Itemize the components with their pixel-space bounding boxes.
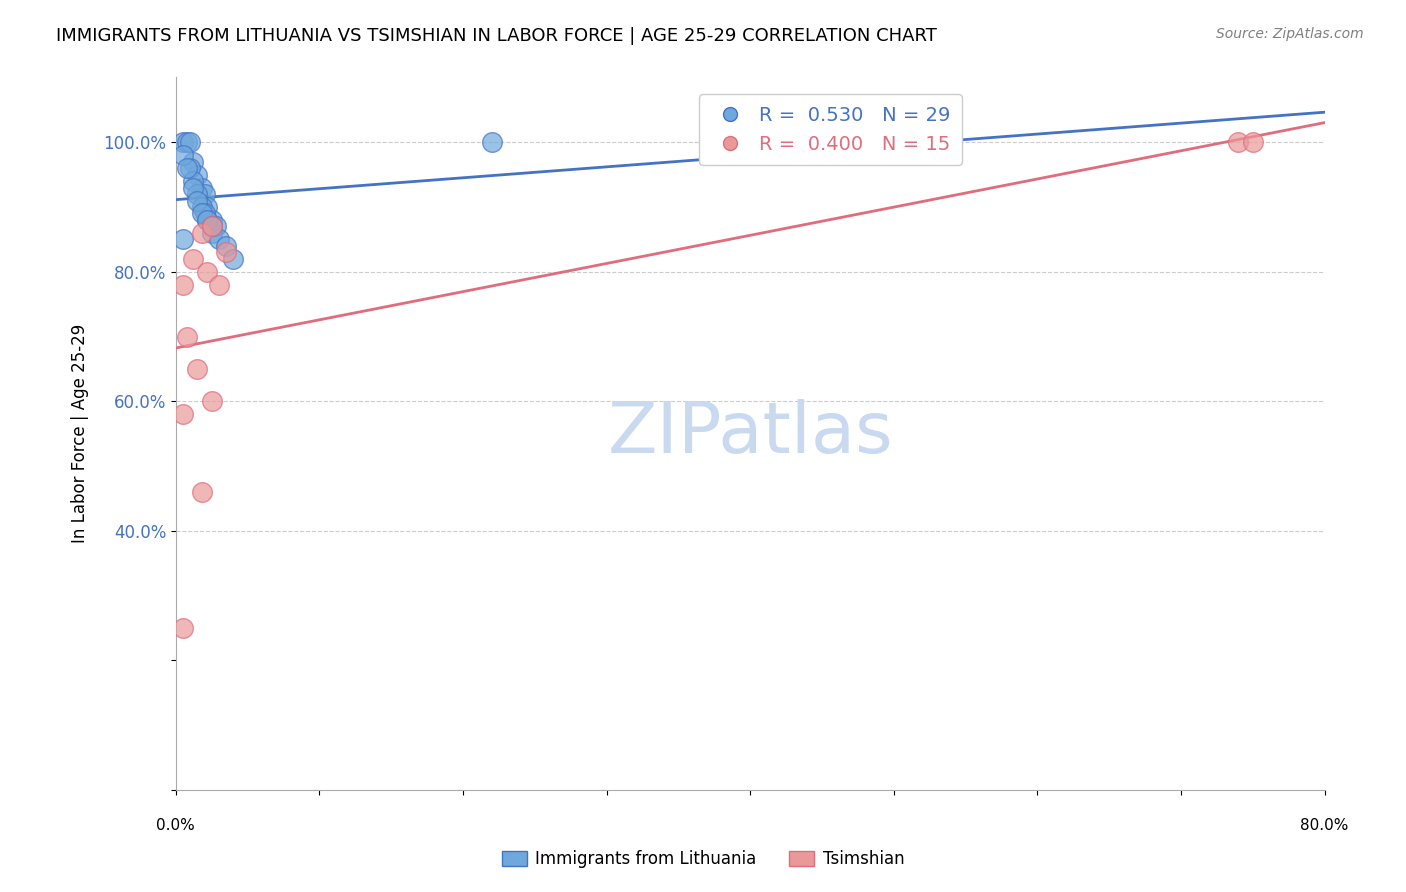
Point (201, 219, 224, 234)
Point (197, 200, 219, 214)
Point (193, 206, 215, 220)
Point (172, 232, 194, 246)
Point (172, 407, 194, 421)
Point (172, 135, 194, 149)
Point (1241, 135, 1264, 149)
Point (181, 180, 204, 194)
Text: ZIPatlas: ZIPatlas (607, 400, 893, 468)
Point (208, 277, 231, 292)
Point (181, 252, 204, 266)
Point (197, 265, 219, 279)
Point (172, 277, 194, 292)
Point (181, 154, 204, 169)
Text: 80.0%: 80.0% (1301, 819, 1348, 833)
Point (186, 168, 208, 182)
Point (201, 226, 224, 240)
Text: IMMIGRANTS FROM LITHUANIA VS TSIMSHIAN IN LABOR FORCE | AGE 25-29 CORRELATION CH: IMMIGRANTS FROM LITHUANIA VS TSIMSHIAN I… (56, 27, 938, 45)
Point (172, 148, 194, 162)
Point (186, 187, 208, 202)
Point (186, 194, 208, 208)
Point (215, 239, 238, 253)
Point (1227, 135, 1250, 149)
Point (208, 232, 231, 246)
Point (201, 394, 224, 409)
Text: Source: ZipAtlas.com: Source: ZipAtlas.com (1216, 27, 1364, 41)
Point (193, 187, 215, 202)
Point (176, 135, 198, 149)
Point (190, 485, 212, 500)
Point (197, 213, 219, 227)
Point (215, 245, 238, 260)
Point (176, 329, 198, 343)
Text: 0.0%: 0.0% (156, 819, 195, 833)
Point (190, 206, 212, 220)
Point (197, 213, 219, 227)
Point (481, 135, 503, 149)
Point (179, 161, 201, 175)
Y-axis label: In Labor Force | Age 25-29: In Labor Force | Age 25-29 (72, 324, 89, 543)
Point (190, 180, 212, 194)
Point (186, 362, 208, 376)
Point (201, 213, 224, 227)
Point (176, 161, 198, 175)
Legend: R =  0.530   N = 29, R =  0.400   N = 15: R = 0.530 N = 29, R = 0.400 N = 15 (699, 95, 962, 165)
Point (179, 135, 201, 149)
Point (190, 226, 212, 240)
Point (190, 200, 212, 214)
Point (201, 219, 224, 234)
Point (181, 174, 204, 188)
Legend: Immigrants from Lithuania, Tsimshian: Immigrants from Lithuania, Tsimshian (495, 844, 911, 875)
Point (205, 219, 228, 234)
Point (172, 621, 194, 635)
Point (222, 252, 245, 266)
